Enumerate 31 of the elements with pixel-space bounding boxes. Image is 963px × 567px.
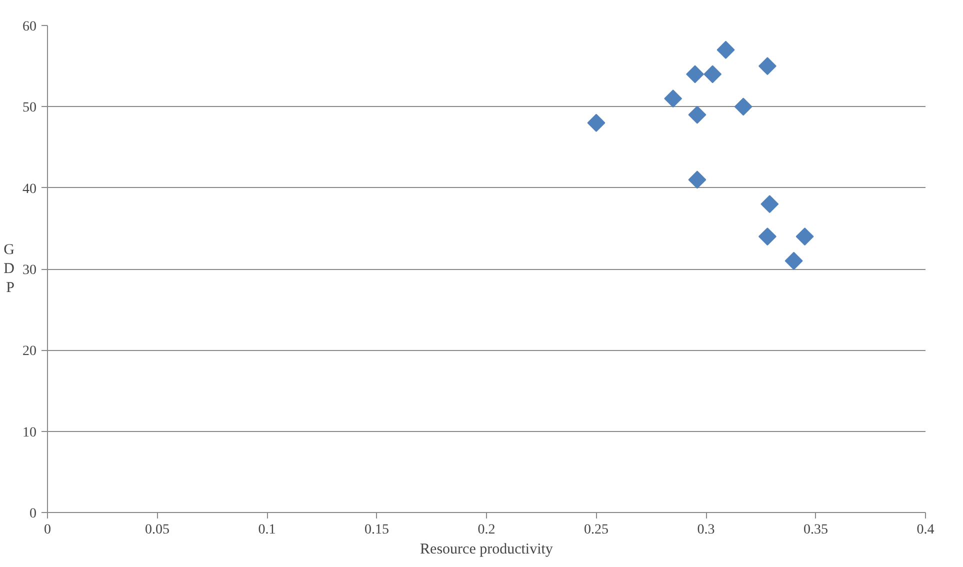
y-tick-label: 20 bbox=[22, 344, 36, 360]
point bbox=[796, 228, 814, 246]
point bbox=[760, 195, 779, 214]
x-tick-label: 0.15 bbox=[364, 522, 389, 538]
point bbox=[688, 170, 706, 189]
point bbox=[664, 90, 682, 108]
point bbox=[686, 65, 704, 84]
x-tick-label: 0.4 bbox=[916, 522, 934, 538]
point bbox=[758, 57, 776, 76]
point bbox=[734, 98, 752, 116]
x-tick-label: 0.3 bbox=[697, 522, 715, 538]
point bbox=[716, 40, 735, 59]
point bbox=[704, 65, 722, 84]
x-tick-label: 0.1 bbox=[258, 522, 276, 538]
x-tick-label: 0.25 bbox=[584, 522, 608, 538]
y-tick-label: 60 bbox=[22, 20, 36, 34]
point bbox=[587, 114, 606, 132]
y-tick-label: 0 bbox=[30, 506, 36, 522]
point bbox=[758, 228, 776, 246]
x-tick-label: 0.35 bbox=[804, 522, 828, 538]
x-tick-label: 0 bbox=[44, 522, 51, 538]
y-tick-label: 30 bbox=[22, 263, 36, 278]
x-tick-label: 0.2 bbox=[478, 522, 496, 538]
y-tick-label: 40 bbox=[22, 182, 36, 197]
x-tick-label: 0.05 bbox=[145, 522, 170, 538]
point bbox=[688, 106, 706, 124]
y-tick-label: 10 bbox=[22, 425, 36, 440]
y-tick-label: 50 bbox=[22, 100, 36, 116]
point bbox=[784, 252, 803, 270]
x-axis-title: Resource productivity bbox=[420, 542, 554, 558]
y-axis-title: GDP bbox=[4, 242, 15, 296]
